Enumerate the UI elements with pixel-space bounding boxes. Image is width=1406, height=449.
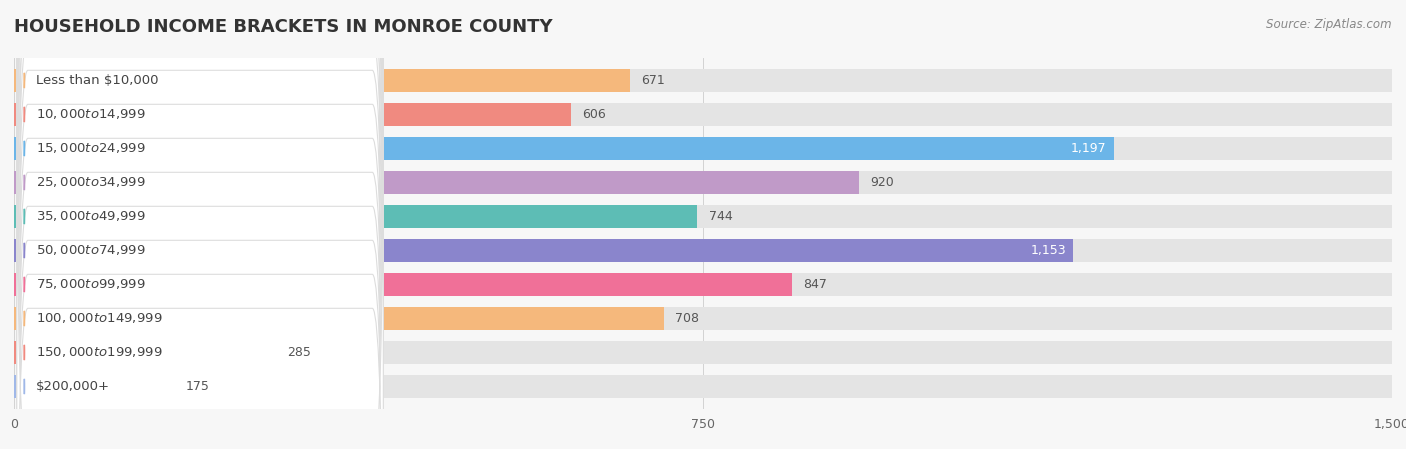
Bar <box>14 239 1073 262</box>
Text: 1,197: 1,197 <box>1070 142 1107 155</box>
Text: 744: 744 <box>709 210 733 223</box>
Text: $35,000 to $49,999: $35,000 to $49,999 <box>35 210 145 224</box>
Text: $25,000 to $34,999: $25,000 to $34,999 <box>35 176 145 189</box>
FancyBboxPatch shape <box>17 0 384 449</box>
Bar <box>14 137 1392 160</box>
Text: $50,000 to $74,999: $50,000 to $74,999 <box>35 243 145 257</box>
Text: $15,000 to $24,999: $15,000 to $24,999 <box>35 141 145 155</box>
Bar <box>14 307 1392 330</box>
Bar <box>14 273 1392 296</box>
Text: Source: ZipAtlas.com: Source: ZipAtlas.com <box>1267 18 1392 31</box>
Text: 1,153: 1,153 <box>1031 244 1066 257</box>
Text: 175: 175 <box>186 380 209 393</box>
Text: 847: 847 <box>803 278 827 291</box>
Bar <box>14 341 276 364</box>
Bar <box>14 239 1392 262</box>
Bar <box>14 69 630 92</box>
Bar <box>14 103 1392 126</box>
Bar <box>14 375 174 398</box>
Text: 708: 708 <box>675 312 699 325</box>
Bar <box>14 273 792 296</box>
Bar <box>14 341 1392 364</box>
Text: 606: 606 <box>582 108 606 121</box>
Bar <box>14 137 1114 160</box>
Bar <box>14 171 1392 194</box>
Text: Less than $10,000: Less than $10,000 <box>35 74 157 87</box>
FancyBboxPatch shape <box>17 0 384 449</box>
Text: $75,000 to $99,999: $75,000 to $99,999 <box>35 277 145 291</box>
FancyBboxPatch shape <box>17 0 384 449</box>
FancyBboxPatch shape <box>17 0 384 449</box>
Text: HOUSEHOLD INCOME BRACKETS IN MONROE COUNTY: HOUSEHOLD INCOME BRACKETS IN MONROE COUN… <box>14 18 553 36</box>
FancyBboxPatch shape <box>17 0 384 445</box>
FancyBboxPatch shape <box>17 0 384 410</box>
Bar <box>14 69 1392 92</box>
Text: $100,000 to $149,999: $100,000 to $149,999 <box>35 312 162 326</box>
Bar <box>14 171 859 194</box>
Bar <box>14 205 1392 228</box>
Bar <box>14 307 665 330</box>
Bar <box>14 375 1392 398</box>
Bar <box>14 205 697 228</box>
Text: 671: 671 <box>641 74 665 87</box>
Text: $150,000 to $199,999: $150,000 to $199,999 <box>35 345 162 360</box>
Text: 285: 285 <box>287 346 311 359</box>
Text: $200,000+: $200,000+ <box>35 380 110 393</box>
FancyBboxPatch shape <box>17 0 384 449</box>
Text: $10,000 to $14,999: $10,000 to $14,999 <box>35 107 145 122</box>
FancyBboxPatch shape <box>17 0 384 449</box>
FancyBboxPatch shape <box>17 57 384 449</box>
Text: 920: 920 <box>870 176 894 189</box>
Bar <box>14 103 571 126</box>
FancyBboxPatch shape <box>17 22 384 449</box>
